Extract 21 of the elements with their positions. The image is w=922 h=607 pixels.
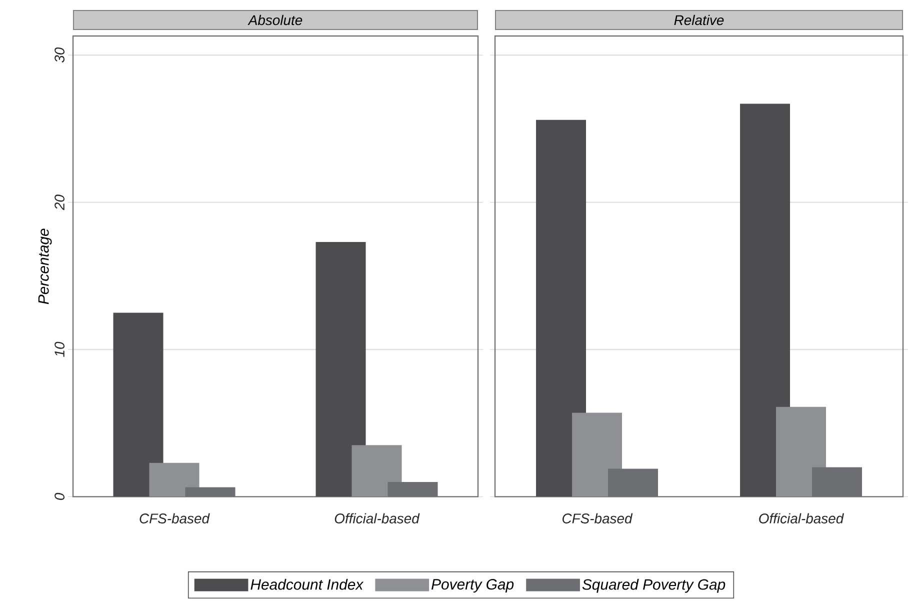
- y-tick-label: 20: [54, 194, 64, 210]
- chart-title: Relative: [674, 14, 724, 26]
- bar: [740, 104, 790, 497]
- x-tick-label: CFS-based: [562, 513, 633, 524]
- bar: [352, 445, 402, 497]
- legend-label: Headcount Index: [250, 578, 364, 590]
- bar: [776, 406, 826, 497]
- x-tick-label: CFS-based: [140, 513, 210, 524]
- y-tick-label: 0: [54, 492, 64, 500]
- bar: [113, 312, 164, 497]
- x-tick-label: Official-based: [334, 513, 420, 524]
- bar: [316, 242, 366, 497]
- bar: [149, 462, 200, 497]
- y-axis-title: Percentage: [38, 228, 52, 304]
- y-tick-label: 10: [54, 342, 64, 357]
- legend-label: Squared Poverty Gap: [582, 578, 726, 593]
- chart-title: Absolute: [248, 14, 302, 26]
- legend-label: Poverty Gap: [431, 579, 514, 593]
- y-tick-label: 30: [54, 47, 64, 63]
- x-tick-label: Official-based: [759, 513, 844, 524]
- bar: [536, 120, 586, 497]
